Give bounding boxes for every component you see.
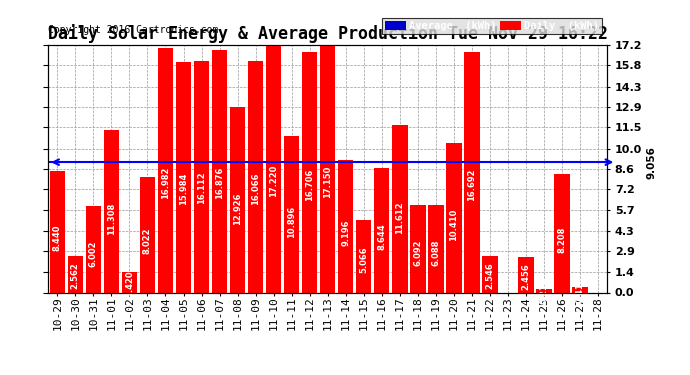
Bar: [536, 290, 552, 292]
Text: 15.984: 15.984: [179, 173, 188, 205]
Text: 2.456: 2.456: [522, 263, 531, 290]
Text: 8.440: 8.440: [53, 225, 62, 251]
Bar: [392, 125, 408, 292]
Text: 1.420: 1.420: [125, 270, 134, 297]
Text: 16.706: 16.706: [305, 168, 314, 201]
Bar: [411, 205, 426, 292]
Text: 6.088: 6.088: [431, 240, 440, 266]
Text: 11.308: 11.308: [107, 203, 116, 236]
Bar: [518, 257, 534, 292]
Text: 16.876: 16.876: [215, 167, 224, 200]
Text: 8.644: 8.644: [377, 223, 386, 250]
Text: 17.150: 17.150: [323, 165, 333, 198]
Text: 2.546: 2.546: [486, 262, 495, 290]
Bar: [555, 174, 570, 292]
Title: Daily Solar Energy & Average Production Tue Nov 29 16:22: Daily Solar Energy & Average Production …: [48, 24, 608, 44]
Bar: [573, 286, 588, 292]
Bar: [50, 171, 65, 292]
Bar: [158, 48, 173, 292]
Text: 16.982: 16.982: [161, 166, 170, 199]
Bar: [266, 45, 282, 292]
Bar: [212, 50, 227, 292]
Text: 16.112: 16.112: [197, 172, 206, 204]
Bar: [104, 130, 119, 292]
Bar: [464, 52, 480, 292]
Text: 0.416: 0.416: [575, 276, 584, 303]
Legend: Average  (kWh), Daily  (kWh): Average (kWh), Daily (kWh): [382, 18, 602, 34]
Bar: [86, 206, 101, 292]
Text: 10.896: 10.896: [287, 206, 296, 238]
Text: 9.056: 9.056: [647, 146, 657, 178]
Bar: [284, 136, 299, 292]
Text: 11.612: 11.612: [395, 201, 404, 234]
Bar: [428, 205, 444, 292]
Text: 0.214: 0.214: [540, 278, 549, 304]
Text: 16.066: 16.066: [251, 172, 260, 205]
Text: 9.056: 9.056: [0, 146, 3, 178]
Text: 8.208: 8.208: [558, 226, 566, 252]
Bar: [121, 272, 137, 292]
Text: 6.002: 6.002: [89, 240, 98, 267]
Bar: [248, 62, 264, 292]
Bar: [176, 63, 191, 292]
Text: 10.410: 10.410: [449, 209, 458, 241]
Text: 6.092: 6.092: [413, 240, 422, 266]
Text: 17.220: 17.220: [269, 165, 278, 197]
Text: 16.692: 16.692: [468, 168, 477, 201]
Bar: [68, 256, 83, 292]
Text: 5.066: 5.066: [359, 246, 368, 273]
Bar: [482, 256, 497, 292]
Text: Copyright 2016 Cartronics.com: Copyright 2016 Cartronics.com: [48, 25, 219, 35]
Bar: [194, 61, 209, 292]
Text: 8.022: 8.022: [143, 227, 152, 254]
Bar: [320, 46, 335, 292]
Bar: [338, 160, 353, 292]
Text: 12.926: 12.926: [233, 192, 242, 225]
Text: 9.196: 9.196: [342, 220, 351, 246]
Bar: [446, 143, 462, 292]
Bar: [140, 177, 155, 292]
Bar: [230, 106, 245, 292]
Bar: [302, 52, 317, 292]
Bar: [356, 220, 371, 292]
Text: 2.562: 2.562: [71, 262, 80, 289]
Bar: [374, 168, 389, 292]
